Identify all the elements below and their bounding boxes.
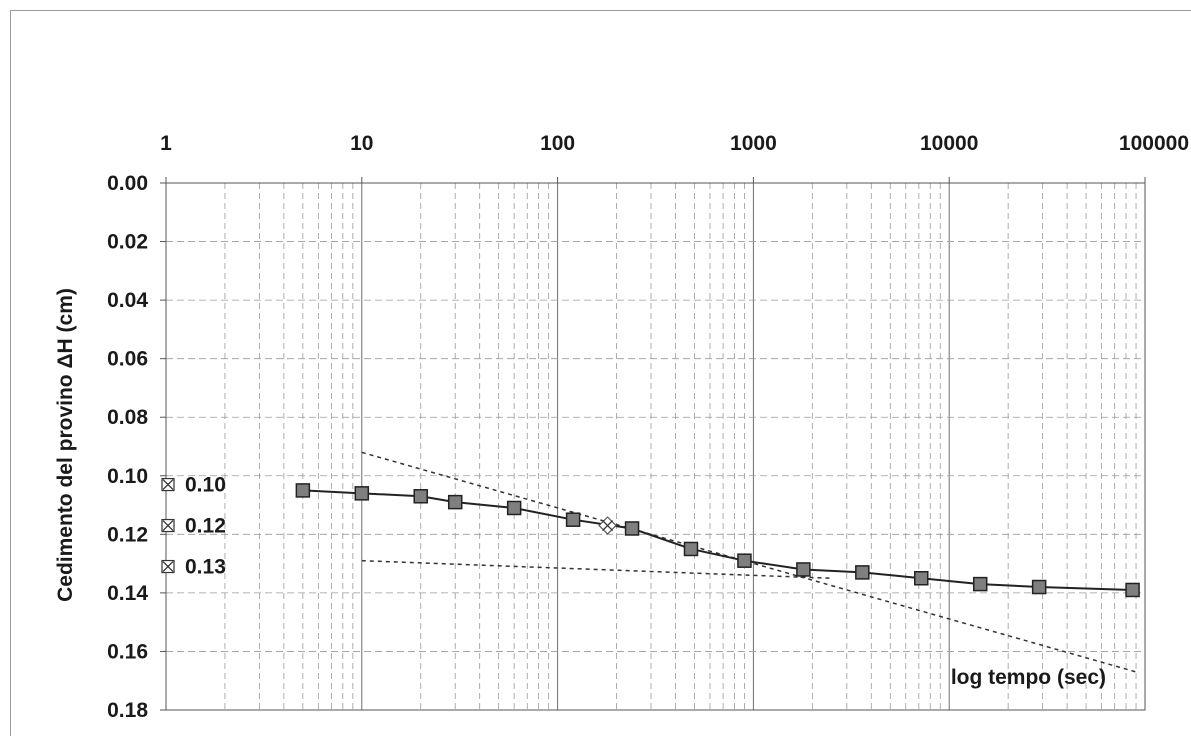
x-tick-label: 100000 — [1119, 132, 1189, 155]
y-tick-label: 0.14 — [107, 582, 148, 605]
data-point — [737, 553, 752, 568]
x-tick-label: 1000 — [730, 132, 777, 155]
tangent-line — [361, 559, 832, 579]
series-layer — [295, 483, 1140, 598]
x-tick-label: 100 — [540, 132, 575, 155]
y-axis-label: Cedimento del provino ΔH (cm) — [54, 288, 77, 602]
data-point — [413, 489, 428, 504]
plot-area-border — [165, 182, 1146, 711]
data-point — [1031, 579, 1047, 595]
data-point — [683, 541, 699, 557]
annotations: 0.10 0.12 0.13 — [161, 474, 226, 579]
y-tick-labels: 0.00 0.02 0.04 0.06 0.08 0.10 0.12 0.14 0.16 0.18 — [107, 172, 166, 722]
data-point — [624, 521, 640, 536]
y-tick-label: 0.16 — [107, 640, 148, 663]
annotation-marker-cross — [162, 561, 174, 572]
data-point — [295, 483, 311, 498]
y-tick-label: 0.10 — [107, 465, 148, 488]
chart-frame — [10, 10, 1191, 736]
y-tick-label: 0.18 — [107, 699, 148, 722]
y-tick-label: 0.06 — [107, 348, 148, 371]
x-tick-label: 10000 — [920, 132, 978, 155]
x-tick-label: 1 — [160, 132, 172, 155]
annotation-label: 0.13 — [185, 556, 226, 579]
y-tick-label: 0.04 — [107, 289, 148, 312]
y-tick-label: 0.08 — [107, 406, 148, 429]
y-tick-label: 0.02 — [107, 231, 148, 254]
annotation-marker-cross — [162, 520, 174, 532]
annotation-label: 0.10 — [185, 474, 226, 497]
annotation-label: 0.12 — [185, 515, 226, 538]
x-axis-label: log tempo (sec) — [951, 666, 1106, 689]
highlight-point-cross — [602, 520, 614, 532]
x-tick-label: 10 — [350, 132, 373, 155]
y-tick-label: 0.00 — [107, 172, 148, 195]
data-point — [972, 576, 988, 592]
data-point — [447, 494, 463, 510]
data-point — [565, 512, 581, 527]
x-tick-labels: 1 10 100 1000 10000 100000 — [160, 132, 1189, 183]
data-point — [1125, 582, 1140, 598]
annotation-marker-cross — [162, 479, 174, 491]
data-point — [354, 486, 370, 501]
data-point — [855, 565, 870, 580]
data-point — [914, 571, 929, 586]
data-point — [506, 500, 522, 516]
y-tick-label: 0.12 — [107, 523, 148, 546]
data-point — [796, 562, 811, 577]
grid-layer — [165, 183, 1146, 710]
